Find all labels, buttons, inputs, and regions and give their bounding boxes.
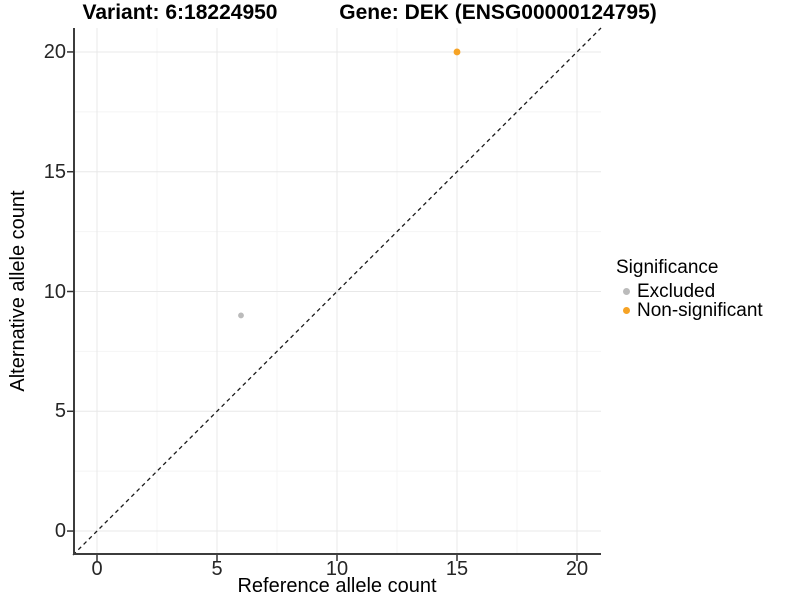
plot-canvas bbox=[67, 27, 602, 561]
x-tick-label-15: 15 bbox=[445, 558, 469, 580]
legend-label-excluded: Excluded bbox=[637, 281, 716, 302]
plot-title-gene: Gene: DEK (ENSG00000124795) bbox=[339, 1, 657, 24]
y-tick-label-0: 0 bbox=[54, 520, 66, 543]
y-tick-label-20: 20 bbox=[43, 40, 66, 63]
x-tick-label-5: 5 bbox=[211, 558, 223, 580]
legend-items: Excluded Non-significant bbox=[614, 282, 763, 320]
x-axis-title: Reference allele count bbox=[237, 575, 437, 597]
y-tick-label-10: 10 bbox=[43, 280, 66, 303]
y-tick-label-15: 15 bbox=[43, 160, 66, 183]
legend-title: Significance bbox=[616, 257, 719, 278]
legend-label-non-significant: Non-significant bbox=[637, 300, 763, 321]
legend: Significance Excluded Non-significant bbox=[614, 257, 763, 321]
legend-item-excluded: Excluded bbox=[614, 282, 763, 301]
y-axis-title: Alternative allele count bbox=[7, 190, 29, 392]
plot-title-variant: Variant: 6:18224950 bbox=[82, 1, 278, 24]
x-tick-label-20: 20 bbox=[565, 558, 589, 580]
legend-dot-non-significant bbox=[623, 307, 630, 314]
x-tick-label-10: 10 bbox=[325, 558, 349, 580]
data-point-excluded bbox=[238, 312, 244, 319]
y-tick-label-5: 5 bbox=[54, 400, 66, 423]
x-tick-label-0: 0 bbox=[91, 558, 103, 580]
plot-panel bbox=[67, 27, 602, 561]
data-point-non-significant bbox=[453, 48, 461, 56]
legend-item-non-significant: Non-significant bbox=[614, 301, 763, 320]
legend-dot-excluded bbox=[623, 288, 630, 295]
